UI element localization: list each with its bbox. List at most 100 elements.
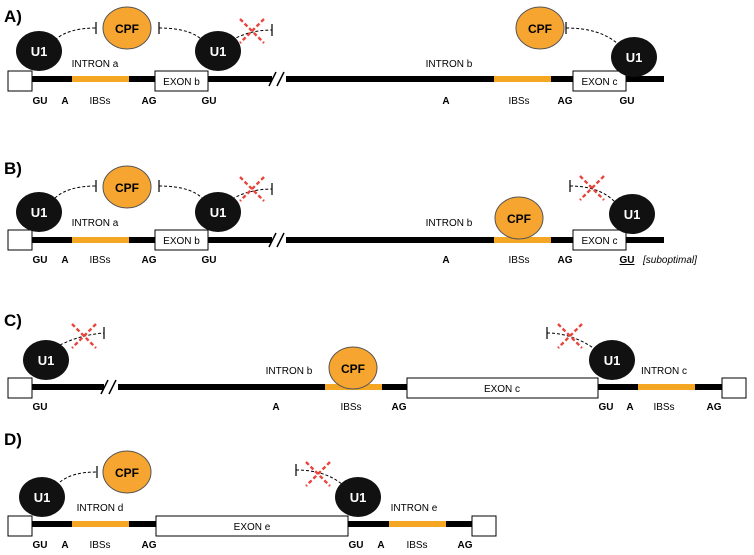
exon-e-label: EXON e — [234, 522, 271, 533]
panel-c-label: C) — [4, 311, 22, 330]
ag-label: AG — [392, 402, 407, 413]
branch-a-label: A — [61, 255, 68, 266]
break-mark — [276, 232, 285, 248]
ibs-label: IBSs — [508, 255, 529, 266]
gu-label: GU — [33, 402, 48, 413]
intron-a-label: INTRON a — [72, 218, 119, 229]
cpf-complex — [328, 346, 378, 390]
ibs-bar — [72, 521, 129, 527]
gu-label: GU — [349, 540, 364, 551]
intron-b-label: INTRON b — [426, 59, 473, 70]
intron-a-label: INTRON a — [72, 59, 119, 70]
u1-label: U1 — [350, 490, 367, 505]
exon-box — [7, 70, 33, 92]
u1-label: U1 — [210, 44, 227, 59]
strand — [286, 237, 664, 243]
u1-label: U1 — [604, 353, 621, 368]
exon-box — [7, 229, 33, 251]
blocked-cross-icon — [578, 174, 606, 202]
ag-label: AG — [142, 540, 157, 551]
gu-label: GU — [33, 255, 48, 266]
ibs-label: IBSs — [406, 540, 427, 551]
u1-complex — [335, 477, 381, 517]
cpf-label: CPF — [115, 181, 139, 195]
exon-box — [7, 377, 33, 399]
ag-label: AG — [558, 255, 573, 266]
interaction-line — [158, 27, 205, 43]
exon-c-label: EXON c — [484, 384, 520, 395]
gu-label: GU — [33, 540, 48, 551]
cpf-label: CPF — [115, 22, 139, 36]
gu-label: GU — [202, 96, 217, 107]
gu-label: GU — [620, 96, 635, 107]
panel-c: C) EXON c INTRON b INTRON c IBSs IBSs GU… — [4, 311, 747, 413]
branch-a-label: A — [626, 402, 633, 413]
ag-label: AG — [458, 540, 473, 551]
exon-c-label: EXON c — [581, 77, 617, 88]
cpf-complex — [102, 165, 152, 209]
interaction-line — [546, 332, 601, 354]
cpf-complex — [102, 450, 152, 494]
intron-e-label: INTRON e — [391, 503, 438, 514]
break-mark — [276, 71, 285, 87]
intron-c-label: INTRON c — [641, 366, 687, 377]
u1-complex — [16, 31, 62, 71]
exon-box — [154, 229, 209, 251]
strand — [32, 384, 104, 390]
u1-label: U1 — [31, 44, 48, 59]
ibs-label: IBSs — [508, 96, 529, 107]
ag-label: AG — [558, 96, 573, 107]
ibs-bar — [494, 76, 551, 82]
cpf-label: CPF — [528, 22, 552, 36]
exon-box — [406, 377, 599, 399]
branch-a-label: A — [377, 540, 384, 551]
exon-box — [154, 70, 209, 92]
u1-complex — [19, 477, 65, 517]
panel-a-label: A) — [4, 7, 22, 26]
u1-complex — [16, 192, 62, 232]
u1-complex — [611, 37, 657, 77]
exon-b-label: EXON b — [163, 236, 200, 247]
u1-complex — [589, 340, 635, 380]
suboptimal-note: [suboptimal] — [642, 255, 697, 266]
u1-label: U1 — [38, 353, 55, 368]
gu-label: GU — [599, 402, 614, 413]
strand — [32, 237, 272, 243]
strand — [118, 384, 408, 390]
u1-label: U1 — [626, 50, 643, 65]
ibs-label: IBSs — [89, 540, 110, 551]
branch-a-label: A — [61, 96, 68, 107]
interaction-line — [565, 27, 619, 45]
interaction-line — [59, 332, 105, 346]
intron-d-label: INTRON d — [77, 503, 124, 514]
panel-b: B) EXON b EXON c INTRON a INTRON b IBSs … — [4, 159, 697, 266]
panel-b-label: B) — [4, 159, 22, 178]
ag-label: AG — [142, 255, 157, 266]
exon-box — [7, 515, 33, 537]
ibs-bar — [72, 237, 129, 243]
panel-d-label: D) — [4, 430, 22, 449]
blocked-cross-icon — [304, 460, 332, 488]
interaction-line — [231, 29, 273, 41]
u1-complex — [23, 340, 69, 380]
branch-a-label: A — [61, 540, 68, 551]
cpf-label: CPF — [341, 362, 365, 376]
gu-label: GU — [202, 255, 217, 266]
ibs-label: IBSs — [340, 402, 361, 413]
u1-complex — [609, 194, 655, 234]
panel-d: D) EXON e INTRON d INTRON e IBSs IBSs GU… — [4, 430, 497, 551]
break-mark — [268, 232, 277, 248]
intron-b-label: INTRON b — [266, 366, 313, 377]
interaction-line — [54, 185, 97, 199]
interaction-line — [569, 185, 617, 204]
exon-box — [721, 377, 747, 399]
u1-complex — [195, 192, 241, 232]
break-mark — [100, 379, 109, 395]
blocked-cross-icon — [238, 175, 266, 203]
interaction-line — [158, 185, 205, 201]
cpf-complex — [515, 6, 565, 50]
interaction-line — [54, 27, 97, 41]
ibs-bar — [494, 237, 551, 243]
cpf-label: CPF — [507, 212, 531, 226]
